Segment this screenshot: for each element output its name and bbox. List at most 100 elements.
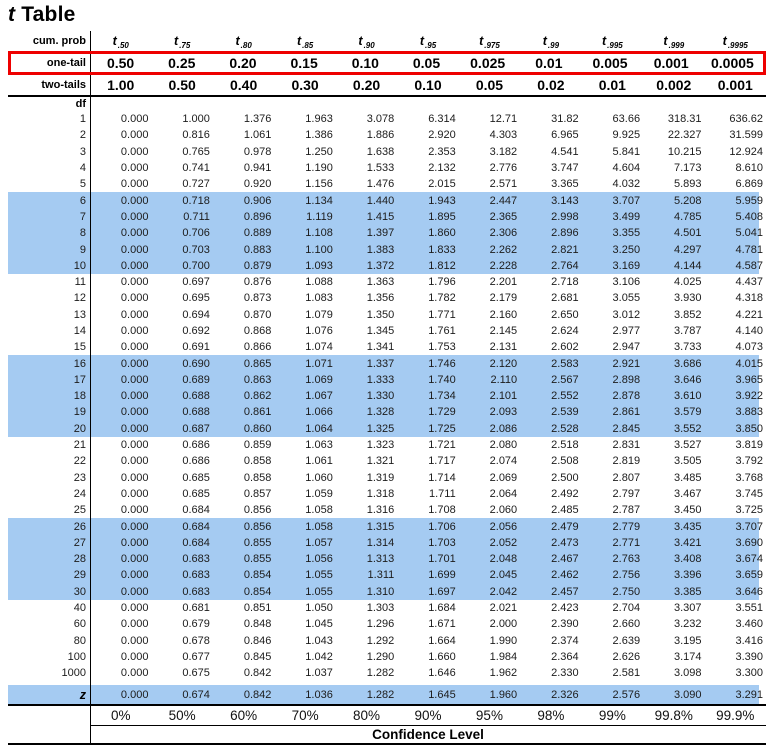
t-value-cell: 1.303 [366,602,395,615]
t-value-cell: 1.315 [366,520,395,533]
t-value-cell: 1.071 [305,357,333,370]
t-value-cell: 2.145 [489,325,518,337]
t-value-cell: 1.325 [366,422,395,435]
one-tail-value: 0.15 [290,55,318,71]
t-value-cell: 3.435 [674,520,702,533]
t-value-cell: 0.000 [120,422,149,435]
t-value-cell: 31.599 [729,129,763,142]
t-value-cell: 1.699 [428,569,456,582]
t-value-cell: 2.508 [551,455,579,468]
t-value-cell: 1.060 [305,471,333,484]
t-value-cell: 0.863 [243,373,272,386]
two-tails-value: 0.10 [414,77,442,93]
t-value-cell: 1.134 [305,194,333,207]
t-symbol: t [542,33,547,48]
t-value-cell: 3.078 [366,113,395,126]
t-value-cell: 4.015 [735,357,763,370]
t-value-cell: 0.000 [120,471,149,484]
t-value-cell: 1.984 [489,650,518,663]
t-value-cell: 4.541 [551,145,579,158]
t-value-cell: 1.119 [306,210,333,223]
t-value-cell: 1.056 [305,553,333,566]
t-value-cell: 0.677 [182,650,210,663]
table-row: 6 0.000 0.718 0.906 1.134 1.440 1.943 2.447 3.14… [8,192,766,209]
t-value-cell: 31.82 [551,113,579,126]
t-value-cell: 1.058 [305,504,333,517]
t-value-cell: 6.869 [735,178,763,191]
t-column-header: t.85 [274,34,335,50]
t-value-cell: 1.721 [428,439,456,452]
t-value-cell: 1.063 [305,439,333,452]
t-value-cell: 2.787 [612,504,641,517]
t-value-cell: 1.356 [366,292,395,305]
confidence-level-row: Confidence Level [8,726,766,743]
t-value-cell: 3.485 [674,471,702,484]
df-value: 10 [73,259,86,272]
t-value-cell: 0.000 [120,536,149,549]
two-tails-value: 0.02 [537,77,565,93]
t-value-cell: 1.282 [366,667,395,680]
t-value-cell: 0.000 [120,618,149,631]
table-row: 23 0.000 0.685 0.858 1.060 1.319 1.714 2.069 2.5… [8,470,766,486]
table-row: 15 0.000 0.691 0.866 1.074 1.341 1.753 2.131 2.6… [8,339,766,355]
t-value-cell: 0.687 [182,422,210,435]
t-subscript: .99 [547,40,560,50]
table-row: 1000 0.000 0.675 0.842 1.037 1.282 1.646 1.962 2… [8,665,766,681]
t-value-cell: 0.000 [120,325,149,337]
t-value-cell: 4.501 [674,227,702,240]
two-tails-row: two-tails 1.00 0.50 0.40 0.30 0.20 0.10 0.05 0.… [8,75,766,97]
t-subscript: .975 [484,40,500,50]
table-row: 2 0.000 0.816 1.061 1.386 1.886 2.920 4.303 6.96… [8,127,766,143]
t-value-cell: 10.215 [667,145,702,158]
t-value-cell: 0.868 [243,325,272,337]
t-value-cell: 1.000 [182,113,210,126]
t-symbol: t [419,33,425,48]
t-value-cell: 1.963 [305,113,333,126]
t-value-cell: 0.000 [120,210,149,223]
one-tail-value: 0.50 [106,55,135,71]
divider-line [90,725,766,727]
t-value-cell: 1.156 [305,178,333,191]
t-column-header: t.75 [151,33,212,50]
t-value-cell: 1.069 [305,373,333,386]
t-value-cell: 4.318 [735,292,763,305]
t-value-cell: 0.692 [182,325,210,337]
t-value-cell: 0.000 [120,439,149,452]
t-value-cell: 1.333 [366,373,395,386]
t-symbol: t [479,33,484,48]
two-tails-value: 0.20 [352,77,381,93]
t-value-cell: 2.093 [489,406,518,419]
t-value-cell: 0.000 [120,487,149,500]
one-tail-value: 0.0005 [710,55,754,71]
t-value-cell: 5.408 [735,210,763,223]
df-value: 18 [73,390,86,403]
t-value-cell: 1.045 [305,618,333,631]
t-value-cell: 1.057 [305,536,333,549]
t-value-cell: 3.408 [674,553,702,566]
t-value-cell: 3.725 [735,504,763,517]
t-value-cell: 0.741 [182,162,210,175]
t-value-cell: 0.000 [120,504,149,517]
t-symbol: t [174,33,179,48]
df-header-row: df [8,97,766,111]
t-value-cell: 4.437 [735,276,763,289]
t-value-cell: 1.100 [305,243,333,256]
t-value-cell: 1.729 [428,406,456,419]
df-value: 29 [73,569,86,582]
df-value: 14 [73,325,86,337]
t-value-cell: 3.707 [612,194,641,207]
one-tail-value: 0.05 [412,55,441,71]
t-value-cell: 0.858 [243,455,272,468]
t-value-cell: 3.307 [674,602,702,615]
t-value-cell: 3.450 [674,504,702,517]
t-value-cell: 2.228 [489,259,518,272]
t-value-cell: 1.061 [243,129,272,142]
t-subscript: .85 [302,40,314,50]
t-value-cell: 2.120 [489,357,518,370]
t-value-cell: 3.232 [674,618,702,631]
t-value-cell: 0.683 [182,585,210,598]
t-value-cell: 2.467 [551,553,579,566]
two-tails-value: 0.001 [717,77,753,93]
t-value-cell: 0.879 [243,259,272,272]
